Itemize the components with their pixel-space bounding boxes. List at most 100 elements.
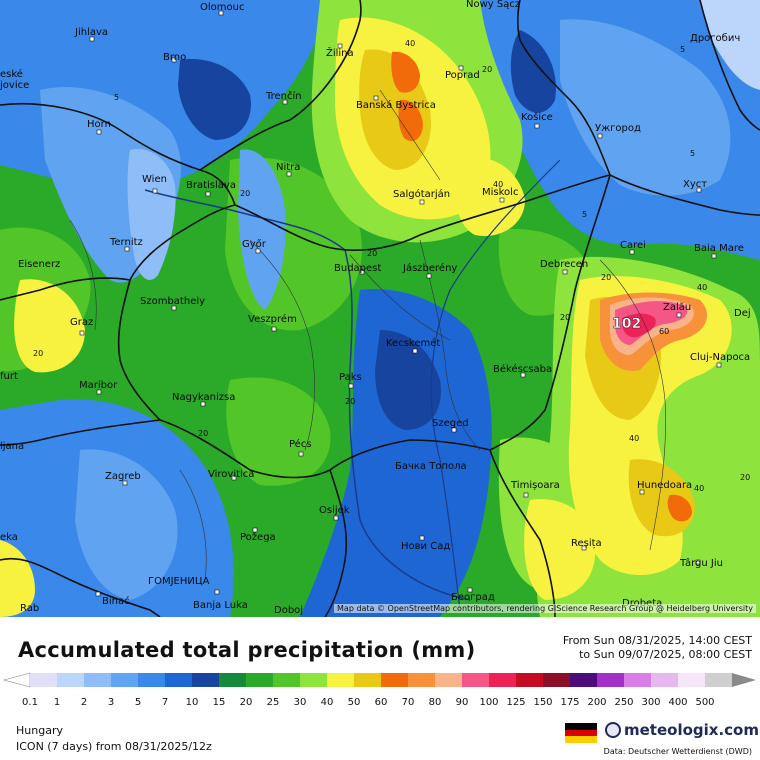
field-yellow-resita — [524, 499, 596, 600]
city-label-poprad[interactable]: Poprad — [445, 70, 480, 81]
city-label-drobeta[interactable]: Drobeta — [622, 598, 662, 609]
city-label-novi-sad[interactable]: Нови Сад — [401, 541, 450, 552]
city-label-jaszbereny[interactable]: Jászberény — [402, 262, 457, 274]
city-label-nitra[interactable]: Nitra — [276, 162, 300, 173]
city-marker-beograd — [467, 587, 473, 593]
danube-river — [144, 189, 471, 601]
city-label-bratislava[interactable]: Bratislava — [186, 180, 236, 191]
city-markers: Olomouc Nowy Sącz Дрогобич Jihlava Brno … — [0, 0, 751, 616]
city-marker-cluj — [716, 362, 722, 368]
city-marker-ternitz — [124, 246, 130, 252]
city-label-khust[interactable]: Хуст — [683, 179, 707, 190]
city-label-timisoara[interactable]: Timișoara — [510, 480, 560, 491]
scale-swatch — [381, 673, 409, 687]
city-label-gomjenica[interactable]: ГОМЈЕНИЦА — [148, 576, 210, 587]
city-label-kosice[interactable]: Košice — [521, 111, 553, 123]
city-marker-timisoara — [523, 492, 529, 498]
contour-label: 20 — [740, 473, 750, 482]
city-label-banska-bystrica[interactable]: Banská Bystrica — [356, 99, 436, 111]
city-marker-gyor — [255, 248, 261, 254]
scale-swatch — [651, 673, 679, 687]
city-label-uzhgorod[interactable]: Ужгород — [595, 123, 641, 134]
city-marker-hunedoara — [639, 489, 645, 495]
city-label-nowy-sacz[interactable]: Nowy Sącz — [466, 0, 520, 10]
city-label-gyor[interactable]: Győr — [242, 238, 267, 250]
city-label-miskolc[interactable]: Miskolc — [482, 187, 518, 198]
city-label-targu-jiu[interactable]: Târgu Jiu — [679, 557, 723, 569]
legend-panel — [0, 617, 760, 760]
brand-logo[interactable]: meteologix.com — [605, 721, 759, 739]
scale-swatch — [624, 673, 652, 687]
contour-label: 40 — [697, 283, 707, 292]
city-label-ternitz[interactable]: Ternitz — [109, 237, 143, 248]
city-label-maribor[interactable]: Maribor — [79, 380, 118, 391]
city-label-nagykanizsa[interactable]: Nagykanizsa — [172, 392, 235, 403]
city-label-bihac[interactable]: Bihać — [102, 595, 130, 607]
city-label-backa-topola[interactable]: Бачка Топола — [395, 461, 467, 472]
city-label-pozega[interactable]: Požega — [240, 531, 276, 543]
city-label-carei[interactable]: Carei — [620, 240, 646, 251]
city-label-graz[interactable]: Graz — [70, 317, 93, 328]
color-scale: 0.1 1 2 3 5 7 10 15 20 25 30 40 50 60 70 80 90 100 125 150 1… — [2, 672, 756, 708]
contour-labels: 5 40 20 5 5 40 5 20 20 20 40 60 102 20 2… — [33, 39, 750, 493]
city-label-szombathely[interactable]: Szombathely — [140, 296, 205, 307]
city-label-eisenerz[interactable]: Eisenerz — [18, 259, 60, 270]
scale-arrow-right — [732, 673, 756, 687]
city-label-brno[interactable]: Brno — [163, 52, 186, 63]
city-marker-virovitica — [231, 475, 237, 481]
city-marker-szombathely — [171, 305, 177, 311]
city-label-szeged[interactable]: Szeged — [432, 418, 469, 429]
contour-label: 40 — [694, 484, 704, 493]
flag-stripe — [565, 723, 597, 730]
city-marker-baia-mare — [711, 253, 717, 259]
city-label-virovitica[interactable]: Virovitica — [208, 469, 254, 480]
globe-icon — [605, 722, 621, 738]
city-label-zagreb[interactable]: Zagreb — [105, 471, 141, 482]
city-label-hunedoara[interactable]: Hunedoara — [637, 480, 692, 491]
city-label-debrecen[interactable]: Debrecen — [540, 259, 588, 270]
city-label-jihlava[interactable]: Jihlava — [74, 27, 108, 38]
city-label-olomouc[interactable]: Olomouc — [200, 2, 244, 13]
edge-label-dej: Dej — [734, 308, 751, 319]
city-label-drogobych[interactable]: Дрогобич — [690, 33, 740, 44]
scale-swatch — [165, 673, 193, 687]
city-label-pecs[interactable]: Pécs — [289, 438, 312, 450]
precipitation-map[interactable]: Olomouc Nowy Sącz Дрогобич Jihlava Brno … — [0, 0, 760, 617]
city-label-bekescsaba[interactable]: Békéscsaba — [493, 363, 552, 375]
field-yellow-north-ext — [455, 157, 525, 236]
contour-label: 20 — [198, 429, 208, 438]
scale-swatch — [111, 673, 139, 687]
scale-swatch — [327, 673, 355, 687]
scale-swatch — [678, 673, 706, 687]
city-label-veszprem[interactable]: Veszprém — [248, 313, 297, 325]
city-label-beograd[interactable]: Београд — [451, 592, 495, 603]
city-label-paks[interactable]: Paks — [339, 372, 362, 383]
contour-label: 40 — [629, 434, 639, 443]
city-label-wien[interactable]: Wien — [142, 174, 167, 185]
city-marker-pecs — [298, 451, 304, 457]
city-label-cluj[interactable]: Cluj-Napoca — [690, 352, 750, 363]
city-label-resita[interactable]: Reșița — [571, 538, 602, 549]
city-label-kecskemet[interactable]: Kecskemét — [386, 337, 440, 349]
field-dark-blue-ne — [510, 30, 556, 113]
scale-tick-label: 15 — [213, 697, 226, 708]
city-label-salgotarjan[interactable]: Salgótarján — [393, 188, 450, 200]
city-label-baia-mare[interactable]: Baia Mare — [694, 243, 744, 254]
scale-tick-label: 60 — [375, 697, 388, 708]
city-label-doboj[interactable]: Doboj — [274, 605, 303, 616]
city-label-horn[interactable]: Horn — [87, 119, 111, 130]
field-darkblue-center — [375, 330, 441, 430]
city-label-zalau[interactable]: Zalău — [663, 302, 691, 313]
edge-label-jovice: jovice — [0, 80, 29, 91]
city-label-zilina[interactable]: Žilina — [326, 46, 354, 59]
city-marker-zagreb — [122, 480, 128, 486]
city-marker-resita — [581, 545, 587, 551]
city-label-budapest[interactable]: Budapest — [334, 263, 381, 274]
city-marker-nitra — [286, 171, 292, 177]
field-25mm-south — [226, 377, 331, 486]
city-marker-brno — [171, 57, 177, 63]
city-label-osijek[interactable]: Osijek — [319, 505, 350, 516]
city-label-banja-luka[interactable]: Banja Luka — [193, 600, 248, 611]
city-marker-carei — [629, 249, 635, 255]
city-label-trencin[interactable]: Trenčín — [265, 90, 302, 102]
